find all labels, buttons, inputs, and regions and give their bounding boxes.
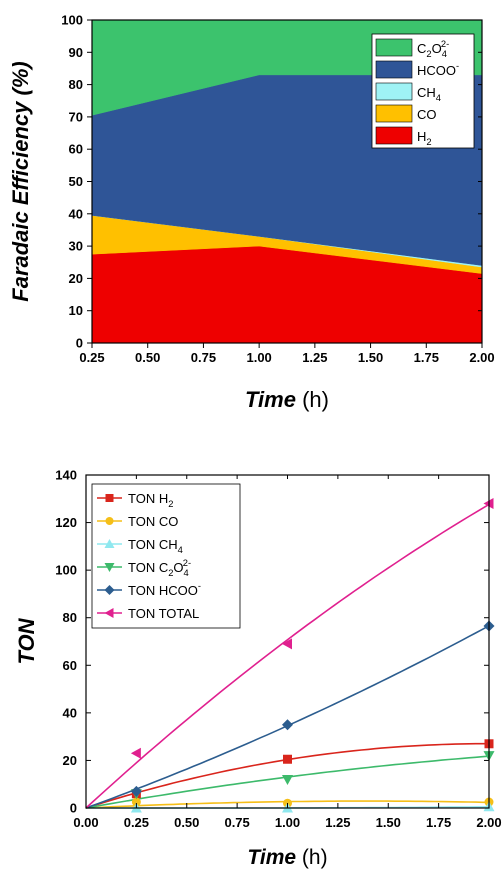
x-tick-label: 2.00 — [469, 350, 494, 365]
x-tick-label: 0.50 — [135, 350, 160, 365]
y-tick-label: 20 — [69, 271, 83, 286]
x-tick-label: 1.50 — [358, 350, 383, 365]
data-point-ton-co — [131, 797, 141, 807]
data-point-ton-total — [130, 747, 141, 759]
legend-label: TON TOTAL — [128, 606, 199, 621]
legend-swatch — [375, 60, 413, 79]
y-tick-label: 80 — [63, 610, 77, 625]
legend-label: HCOO- — [417, 61, 459, 78]
data-point-ton-h2 — [283, 754, 292, 764]
y-tick-label: 30 — [69, 239, 83, 254]
legend-marker — [104, 585, 115, 595]
y-tick-label: 0 — [76, 336, 83, 351]
legend-label: H2 — [417, 129, 432, 147]
legend-marker — [104, 608, 114, 618]
y-tick-label: 50 — [69, 174, 83, 189]
x-tick-label: 1.50 — [376, 815, 401, 830]
legend-swatch — [375, 126, 413, 145]
x-tick-label: 1.75 — [426, 815, 451, 830]
data-point-ton-hcoo- — [130, 785, 142, 797]
y-tick-label: 140 — [55, 468, 77, 483]
x-tick-label: 2.00 — [476, 815, 501, 830]
x-tick-label: 0.75 — [191, 350, 216, 365]
legend-label: TON CH4 — [128, 537, 183, 555]
legend-box — [91, 483, 241, 629]
legend-label: C2O42- — [417, 39, 449, 59]
y-tick-label: 40 — [63, 705, 77, 720]
x-axis-title: Time (h) — [247, 846, 327, 869]
data-point-ton-c2o4-2- — [282, 774, 293, 785]
legend-label: CH4 — [417, 85, 441, 103]
x-axis-title: Time (h) — [245, 387, 329, 412]
x-tick-label: 1.75 — [414, 350, 439, 365]
y-tick-label: 80 — [69, 77, 83, 92]
legend-swatch — [375, 104, 413, 123]
legend-label: TON CO — [128, 514, 178, 529]
x-tick-label: 1.00 — [246, 350, 271, 365]
legend-marker — [105, 494, 114, 502]
y-axis-title: TON — [14, 617, 39, 664]
legend-swatch — [375, 82, 413, 101]
y-tick-label: 120 — [55, 515, 77, 530]
y-tick-label: 20 — [63, 753, 77, 768]
legend-label: TON H2 — [128, 491, 173, 509]
x-tick-label: 0.00 — [73, 815, 98, 830]
x-tick-label: 1.00 — [275, 815, 300, 830]
legend-marker — [105, 517, 114, 525]
fit-line-ton-total — [85, 503, 490, 809]
x-tick-label: 0.50 — [174, 815, 199, 830]
legend-marker — [104, 539, 115, 548]
x-tick-label: 0.75 — [224, 815, 249, 830]
legend-label: TON HCOO- — [128, 581, 201, 598]
legend-marker — [104, 563, 115, 572]
x-tick-label: 1.25 — [302, 350, 327, 365]
y-tick-label: 60 — [69, 142, 83, 157]
y-tick-label: 90 — [69, 45, 83, 60]
y-tick-label: 60 — [63, 658, 77, 673]
data-point-ton-hcoo- — [282, 719, 293, 731]
y-tick-label: 40 — [69, 206, 83, 221]
y-tick-label: 0 — [70, 801, 77, 816]
legend-label: CO — [417, 107, 437, 122]
data-point-ton-total — [282, 638, 292, 650]
x-tick-label: 0.25 — [124, 815, 149, 830]
y-tick-label: 10 — [69, 303, 83, 318]
ton-chart: 0 20 40 60 80 100 120 140 0.00 0.25 0.50 0.75 1.00 1.… — [14, 468, 502, 870]
y-tick-label: 100 — [55, 563, 77, 578]
x-tick-label: 0.25 — [79, 350, 104, 365]
legend-swatch — [375, 38, 413, 57]
y-tick-label: 70 — [69, 109, 83, 124]
y-tick-label: 100 — [61, 13, 83, 28]
faradaic-efficiency-chart: 0 10 20 30 40 50 60 70 80 90 100 0.25 0.50 0.75 1.00 1.… — [8, 13, 495, 413]
y-axis-title: Faradaic Efficiency (%) — [8, 61, 33, 301]
x-tick-label: 1.25 — [325, 815, 350, 830]
legend-label: TON C2O42- — [128, 558, 191, 578]
